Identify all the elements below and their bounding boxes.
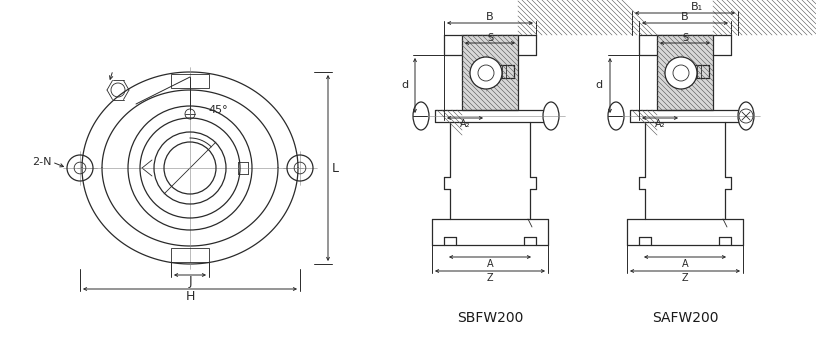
Text: B: B [486, 12, 494, 22]
Text: S: S [682, 33, 688, 43]
Bar [171, 248, 209, 262]
Text: L: L [331, 162, 339, 174]
Text: S: S [487, 33, 493, 43]
Ellipse shape [608, 102, 624, 130]
Text: H: H [185, 290, 195, 304]
Bar [171, 74, 209, 88]
Text: 45°: 45° [208, 105, 228, 115]
Ellipse shape [543, 102, 559, 130]
Text: B: B [681, 12, 689, 22]
Text: Z: Z [681, 273, 689, 283]
Circle shape [665, 57, 697, 89]
Text: d: d [401, 80, 408, 91]
Text: SBFW200: SBFW200 [457, 311, 523, 325]
Text: A: A [486, 259, 494, 269]
Text: d: d [596, 80, 603, 91]
Text: J: J [188, 275, 192, 289]
Ellipse shape [738, 102, 754, 130]
Text: A₂: A₂ [459, 119, 470, 129]
Ellipse shape [413, 102, 429, 130]
Text: Z: Z [486, 273, 494, 283]
Bar [657, 35, 713, 110]
Text: 2-N: 2-N [33, 157, 52, 167]
Circle shape [470, 57, 502, 89]
Text: A: A [681, 259, 689, 269]
Text: A₂: A₂ [654, 119, 665, 129]
Bar [462, 35, 518, 110]
Text: B₁: B₁ [691, 2, 703, 12]
Text: SAFW200: SAFW200 [652, 311, 718, 325]
